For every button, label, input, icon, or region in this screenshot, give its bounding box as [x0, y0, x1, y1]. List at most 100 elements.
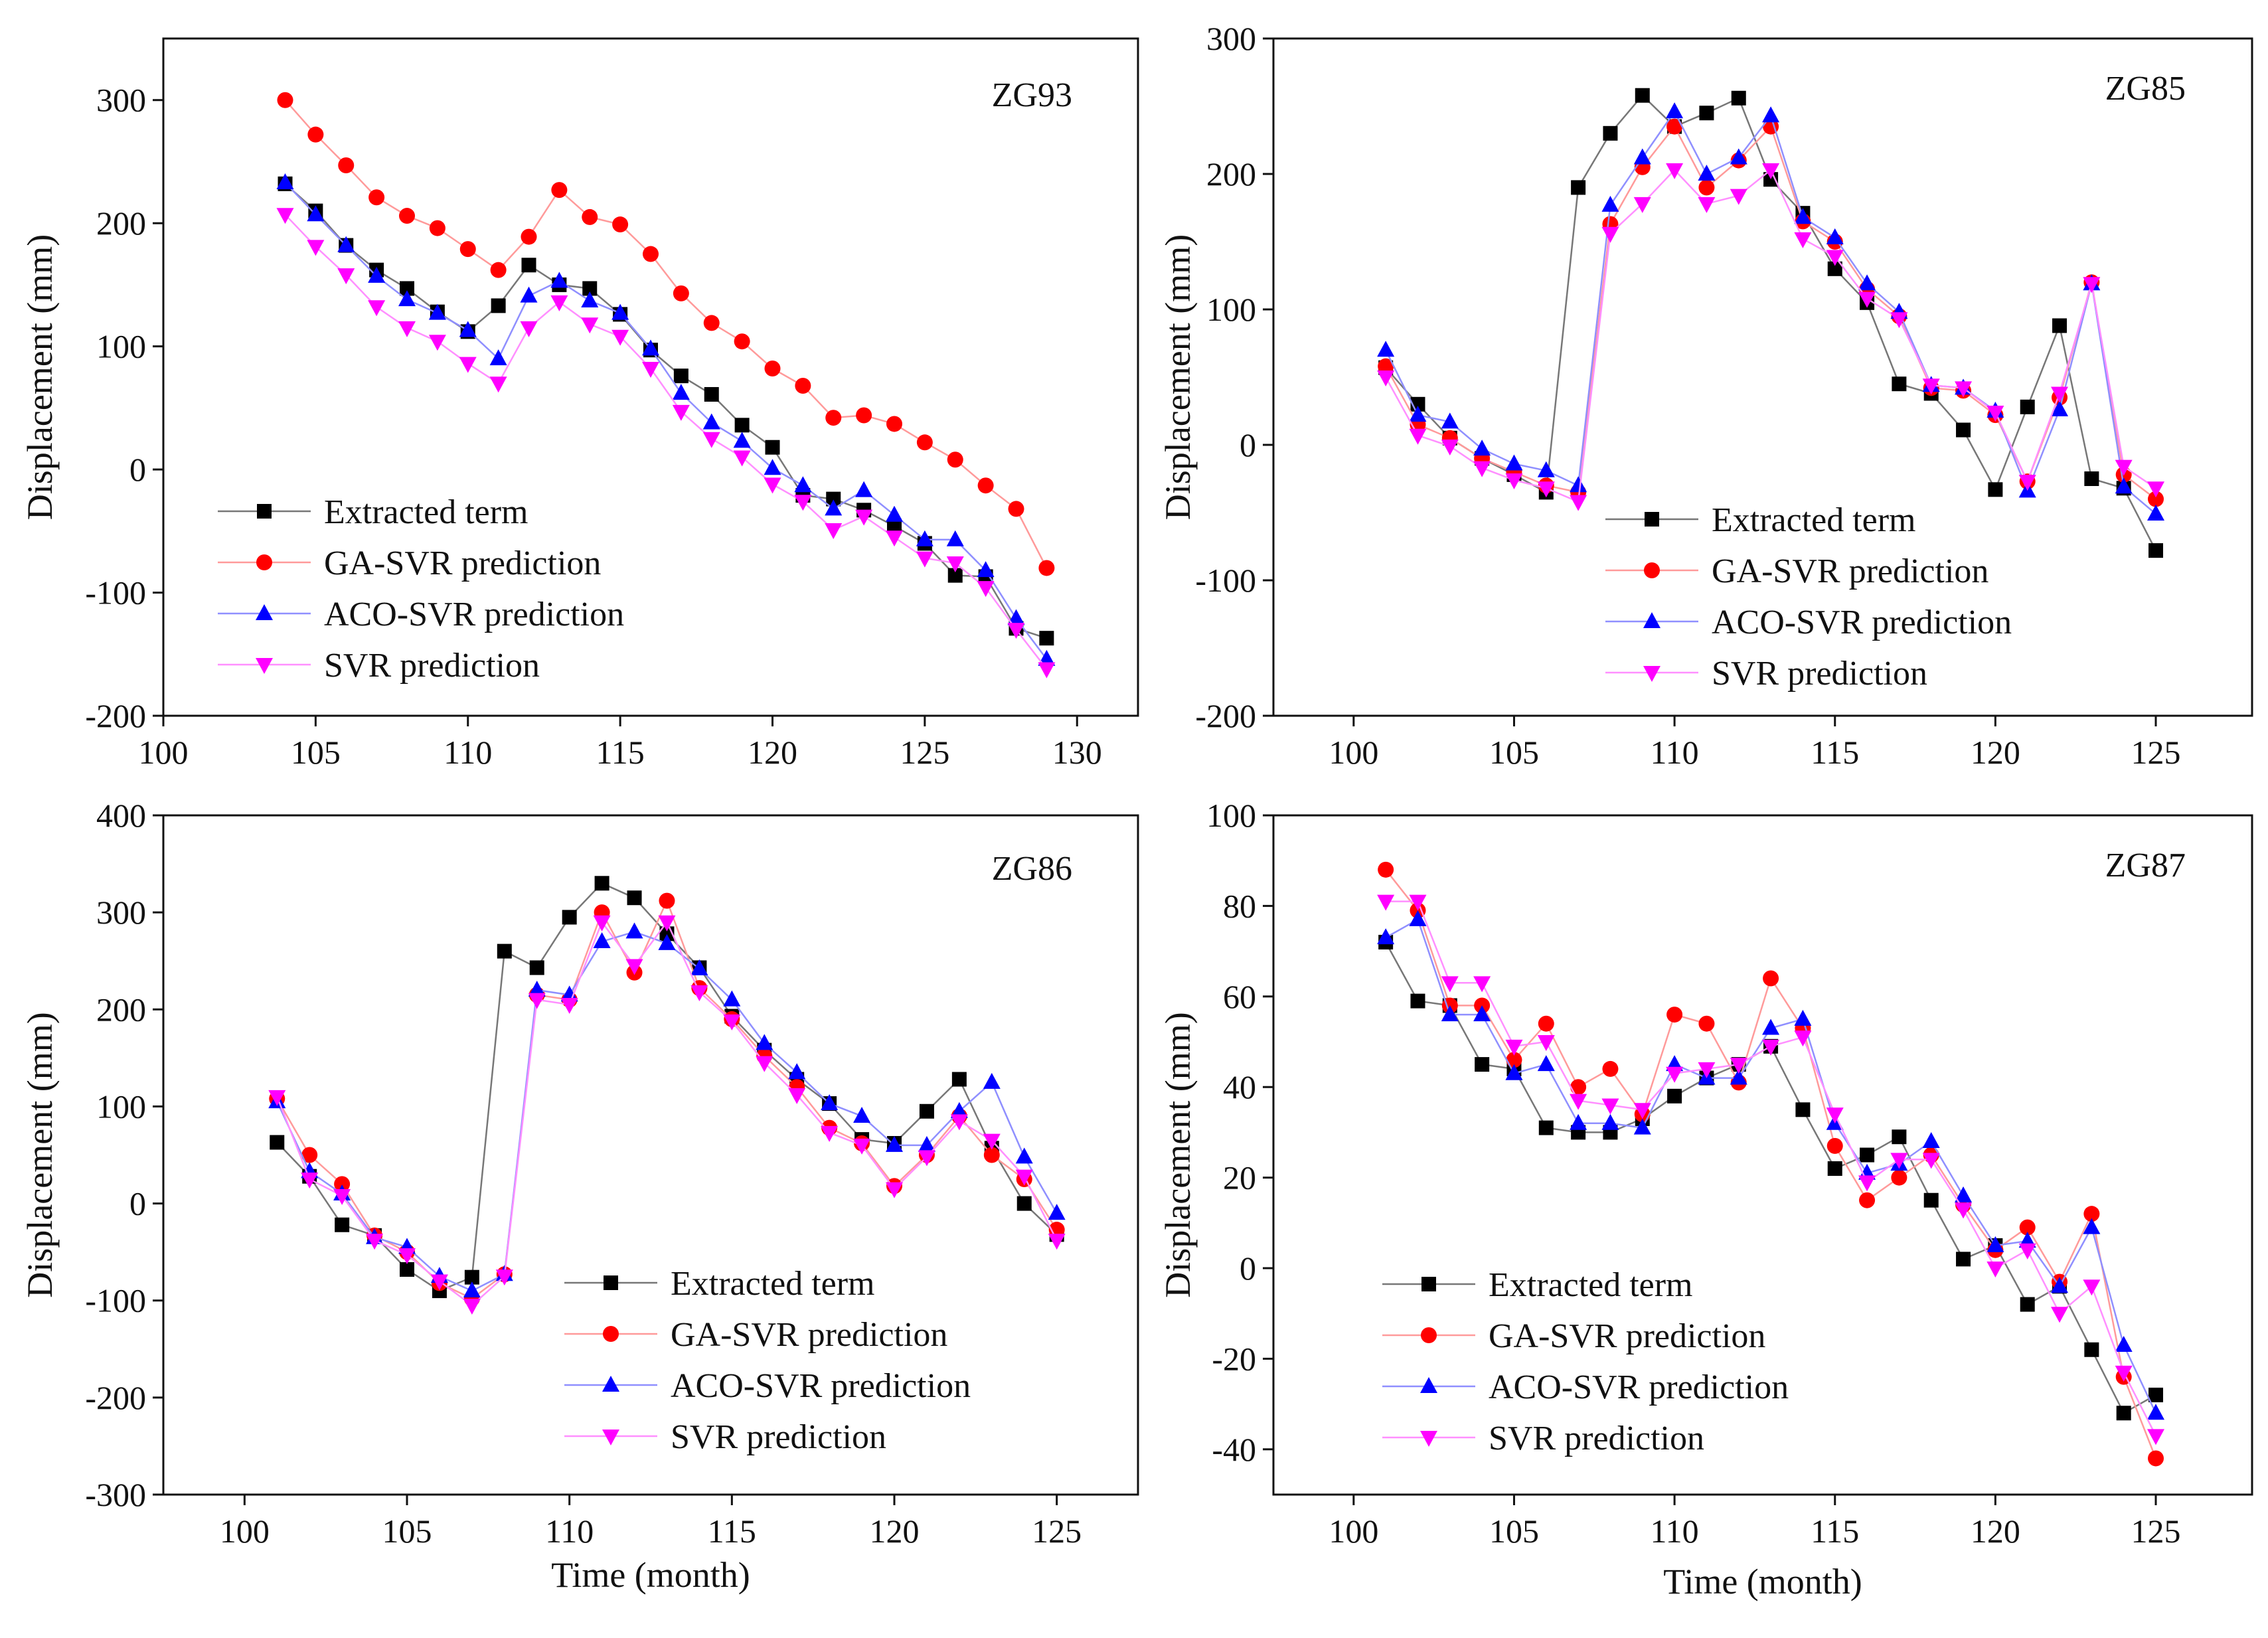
- legend-label-zg86-svr-prediction: SVR prediction: [671, 1418, 886, 1456]
- series-zg87-svr-prediction: [1377, 894, 2165, 1445]
- point-zg86-svr-prediction-102: [301, 1173, 319, 1189]
- point-zg93-aco-svr-prediction-125: [916, 530, 933, 546]
- point-zg87-ga-svr-prediction-113: [1763, 970, 1779, 987]
- point-zg85-aco-svr-prediction-109: [1633, 148, 1651, 165]
- y-tick-label-zg85-300: 300: [1206, 20, 1256, 57]
- y-tick-label-zg85-200: 200: [1206, 155, 1256, 193]
- point-zg93-ga-svr-prediction-112: [521, 228, 537, 245]
- y-tick-label-zg87-40: 40: [1223, 1068, 1256, 1106]
- legend-marker-zg85-ga-svr-prediction: [1644, 562, 1660, 578]
- point-zg87-extracted-term-117: [1892, 1129, 1907, 1145]
- y-axis-title-zg85: Displacement (mm): [1158, 234, 1198, 520]
- point-zg93-aco-svr-prediction-126: [946, 530, 964, 546]
- point-zg87-ga-svr-prediction-108: [1602, 1060, 1619, 1077]
- series-zg87-ga-svr-prediction: [1378, 861, 2164, 1467]
- series-zg85-extracted-term: [1378, 88, 2164, 558]
- point-zg85-svr-prediction-119: [1955, 381, 1973, 398]
- point-zg86-svr-prediction-117: [788, 1088, 806, 1104]
- y-tick-label-zg86-0: 0: [129, 1185, 146, 1222]
- x-tick-label-zg87-125: 125: [2131, 1513, 2181, 1550]
- point-zg86-svr-prediction-111: [593, 915, 611, 932]
- point-zg86-extracted-term-108: [497, 943, 512, 959]
- point-zg85-svr-prediction-121: [2018, 475, 2036, 491]
- point-zg93-aco-svr-prediction-105: [307, 205, 325, 222]
- point-zg93-svr-prediction-124: [886, 531, 903, 547]
- x-tick-label-zg87-115: 115: [1811, 1513, 1859, 1550]
- point-zg87-aco-svr-prediction-102: [1409, 910, 1427, 926]
- point-zg87-svr-prediction-125: [2147, 1429, 2165, 1445]
- y-tick-label-zg93--100: -100: [85, 574, 146, 612]
- x-tick-label-zg86-125: 125: [1032, 1513, 1082, 1550]
- point-zg86-svr-prediction-115: [723, 1014, 741, 1030]
- point-zg87-svr-prediction-124: [2115, 1365, 2133, 1382]
- point-zg93-extracted-term-117: [673, 369, 688, 384]
- panel-zg85: 100 105 110 115 120 125 -200 -100 0 100 200 300 Disp…: [1158, 20, 2253, 771]
- legend-label-zg87-aco-svr-prediction: ACO-SVR prediction: [1489, 1368, 1789, 1406]
- point-zg93-svr-prediction-119: [733, 450, 751, 467]
- x-tick-label-zg87-105: 105: [1489, 1513, 1539, 1550]
- point-zg87-extracted-term-119: [1956, 1252, 1971, 1267]
- point-zg85-svr-prediction-102: [1409, 428, 1427, 445]
- point-zg93-svr-prediction-116: [642, 362, 659, 378]
- y-tick-label-zg86--100: -100: [85, 1282, 146, 1319]
- point-zg93-ga-svr-prediction-105: [307, 126, 324, 143]
- point-zg86-aco-svr-prediction-121: [918, 1135, 935, 1152]
- point-zg93-aco-svr-prediction-119: [733, 432, 751, 448]
- y-tick-label-zg93-100: 100: [96, 328, 146, 365]
- point-zg87-extracted-term-104: [1475, 1057, 1490, 1072]
- point-zg87-svr-prediction-101: [1377, 894, 1395, 911]
- point-zg85-extracted-term-121: [2020, 399, 2035, 414]
- point-zg93-svr-prediction-110: [459, 357, 477, 373]
- point-zg87-ga-svr-prediction-107: [1570, 1079, 1587, 1096]
- point-zg87-svr-prediction-122: [2051, 1307, 2069, 1323]
- point-zg93-ga-svr-prediction-108: [399, 208, 415, 224]
- point-zg85-svr-prediction-125: [2147, 481, 2165, 498]
- point-zg86-svr-prediction-118: [821, 1125, 839, 1142]
- y-tick-label-zg87--40: -40: [1212, 1431, 1256, 1468]
- point-zg87-extracted-term-121: [2020, 1297, 2035, 1312]
- x-tick-label-zg93-100: 100: [139, 734, 189, 771]
- point-zg85-aco-svr-prediction-106: [1537, 461, 1555, 477]
- point-zg85-svr-prediction-124: [2115, 459, 2133, 476]
- y-axis-title-zg93: Displacement (mm): [20, 234, 60, 520]
- y-tick-label-zg86-400: 400: [96, 797, 146, 834]
- point-zg86-svr-prediction-104: [366, 1234, 384, 1250]
- point-zg87-aco-svr-prediction-106: [1537, 1055, 1555, 1072]
- legend-marker-zg86-ga-svr-prediction: [603, 1326, 619, 1342]
- point-zg93-ga-svr-prediction-124: [886, 416, 902, 432]
- point-zg85-aco-svr-prediction-105: [1505, 454, 1523, 471]
- point-zg93-extracted-term-112: [521, 258, 536, 273]
- point-zg85-extracted-term-109: [1635, 88, 1650, 103]
- point-zg87-aco-svr-prediction-101: [1377, 928, 1395, 945]
- point-zg87-aco-svr-prediction-108: [1601, 1113, 1619, 1130]
- point-zg87-aco-svr-prediction-122: [2051, 1277, 2069, 1293]
- point-zg93-ga-svr-prediction-127: [977, 477, 994, 494]
- point-zg86-aco-svr-prediction-107: [463, 1281, 481, 1298]
- series-zg85-svr-prediction: [1377, 163, 2165, 511]
- point-zg85-svr-prediction-109: [1633, 197, 1651, 213]
- y-axis-title-zg86: Displacement (mm): [20, 1012, 60, 1297]
- point-zg93-ga-svr-prediction-106: [338, 157, 355, 174]
- point-zg93-ga-svr-prediction-107: [368, 189, 385, 206]
- point-zg87-svr-prediction-113: [1762, 1039, 1780, 1056]
- point-zg85-aco-svr-prediction-122: [2051, 400, 2069, 416]
- point-zg93-svr-prediction-122: [825, 523, 843, 539]
- point-zg85-extracted-term-107: [1571, 180, 1586, 195]
- legend-label-zg93-aco-svr-prediction: ACO-SVR prediction: [324, 596, 624, 633]
- y-tick-label-zg86--300: -300: [85, 1476, 146, 1513]
- point-zg87-ga-svr-prediction-115: [1826, 1137, 1843, 1154]
- point-zg86-aco-svr-prediction-113: [658, 934, 676, 950]
- point-zg86-svr-prediction-105: [398, 1248, 416, 1265]
- x-tick-label-zg85-105: 105: [1489, 734, 1539, 771]
- point-zg86-svr-prediction-120: [886, 1182, 903, 1198]
- point-zg85-aco-svr-prediction-116: [1858, 274, 1876, 291]
- legend-label-zg86-ga-svr-prediction: GA-SVR prediction: [671, 1316, 947, 1354]
- point-zg86-extracted-term-109: [529, 960, 544, 975]
- point-zg87-aco-svr-prediction-125: [2147, 1404, 2165, 1420]
- point-zg86-aco-svr-prediction-124: [1015, 1147, 1033, 1164]
- point-zg85-extracted-term-117: [1892, 376, 1907, 392]
- point-zg93-svr-prediction-118: [702, 432, 720, 448]
- point-zg85-svr-prediction-101: [1377, 370, 1395, 386]
- point-zg85-svr-prediction-117: [1890, 312, 1908, 329]
- point-zg93-aco-svr-prediction-127: [977, 561, 995, 578]
